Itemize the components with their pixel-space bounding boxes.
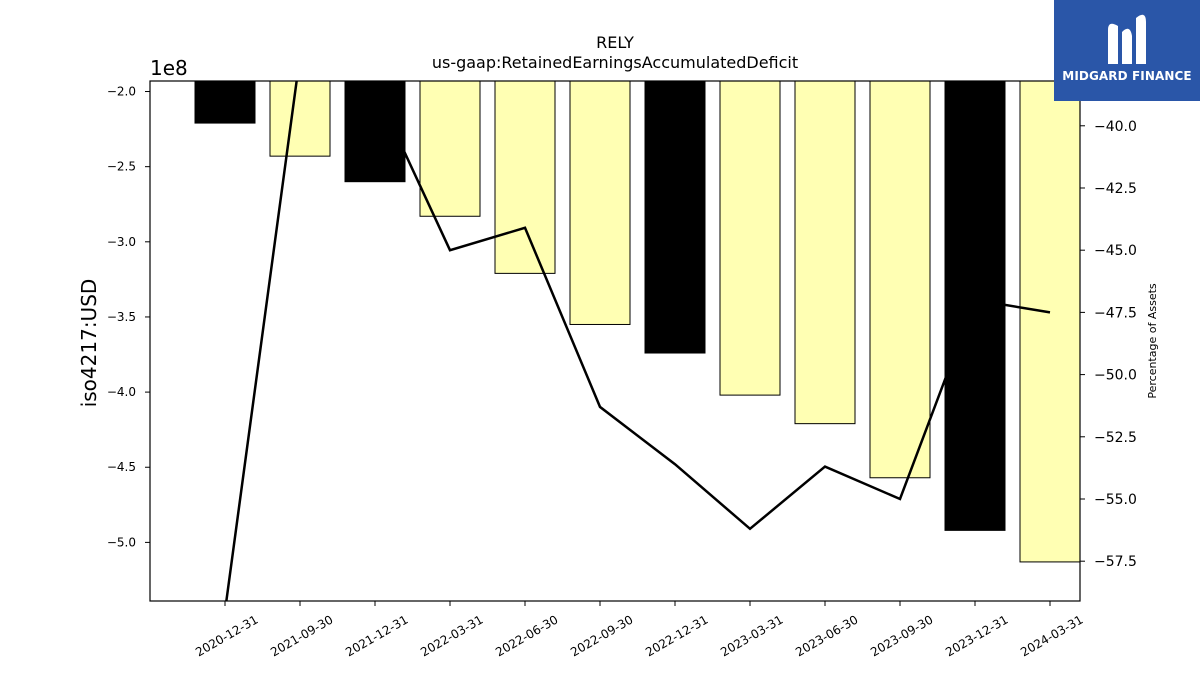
bar-2022-03-31 — [419, 80, 481, 217]
x-tick-label: 2022-09-30 — [568, 612, 635, 659]
x-tick-label: 2022-03-31 — [418, 612, 485, 659]
bar-2023-03-31 — [719, 80, 781, 396]
bar-2023-09-30 — [869, 80, 931, 479]
bar-2022-06-30 — [494, 80, 556, 274]
y2-tick-label: −45.0 — [1094, 243, 1137, 259]
y2-axis-label: Percentage of Assets — [1146, 283, 1159, 399]
y-tick-label: −4.5 — [107, 460, 136, 474]
logo-text: MIDGARD FINANCE — [1062, 69, 1192, 83]
bar-2022-12-31 — [644, 80, 706, 354]
y-axis-label: iso4217:USD — [77, 279, 101, 408]
y-tick-label: −2.0 — [107, 85, 136, 99]
y2-tick-label: −55.0 — [1094, 492, 1137, 508]
x-tick-label: 2022-06-30 — [493, 612, 560, 659]
x-tick-label: 2020-12-31 — [193, 612, 260, 659]
x-tick-label: 2023-09-30 — [868, 612, 935, 659]
bar-2022-09-30 — [569, 80, 631, 325]
y2-tick-label: −47.5 — [1094, 305, 1137, 321]
offset-text: 1e8 — [150, 56, 188, 80]
brand-logo: MIDGARD FINANCE — [1054, 0, 1200, 101]
x-tick-label: 2022-12-31 — [643, 612, 710, 659]
bar-2023-06-30 — [794, 80, 856, 425]
bar-2024-03-31 — [1019, 80, 1081, 563]
bar-2023-12-31 — [944, 80, 1006, 531]
x-tick-label: 2021-09-30 — [268, 612, 335, 659]
plot-frame — [149, 80, 1081, 602]
y2-tick-label: −50.0 — [1094, 368, 1137, 384]
x-tick-label: 2021-12-31 — [343, 612, 410, 659]
y-tick-label: −2.5 — [107, 160, 136, 174]
line-group — [225, 81, 1051, 601]
y-tick-label: −4.0 — [107, 385, 136, 399]
line-series-percentage-of-assets — [225, 81, 1051, 601]
x-tick-label: 2023-06-30 — [793, 612, 860, 659]
logo-mark-icon — [1108, 14, 1146, 65]
y2-tick-label: −52.5 — [1094, 430, 1137, 446]
y-tick-label: −3.5 — [107, 310, 136, 324]
y-tick-label: −5.0 — [107, 535, 136, 549]
y2-tick-label: −42.5 — [1094, 181, 1137, 197]
bars-group — [194, 80, 1081, 563]
x-tick-label: 2023-12-31 — [943, 612, 1010, 659]
x-tick-label: 2024-03-31 — [1018, 612, 1085, 659]
x-tick-label: 2023-03-31 — [718, 612, 785, 659]
bar-2021-09-30 — [269, 80, 331, 157]
y2-tick-label: −40.0 — [1094, 119, 1137, 135]
chart-title: RELY — [596, 33, 634, 52]
chart-subtitle: us-gaap:RetainedEarningsAccumulatedDefic… — [432, 53, 798, 72]
y-tick-label: −3.0 — [107, 235, 136, 249]
bar-2020-12-31 — [194, 80, 256, 124]
y2-tick-label: −57.5 — [1094, 554, 1137, 570]
